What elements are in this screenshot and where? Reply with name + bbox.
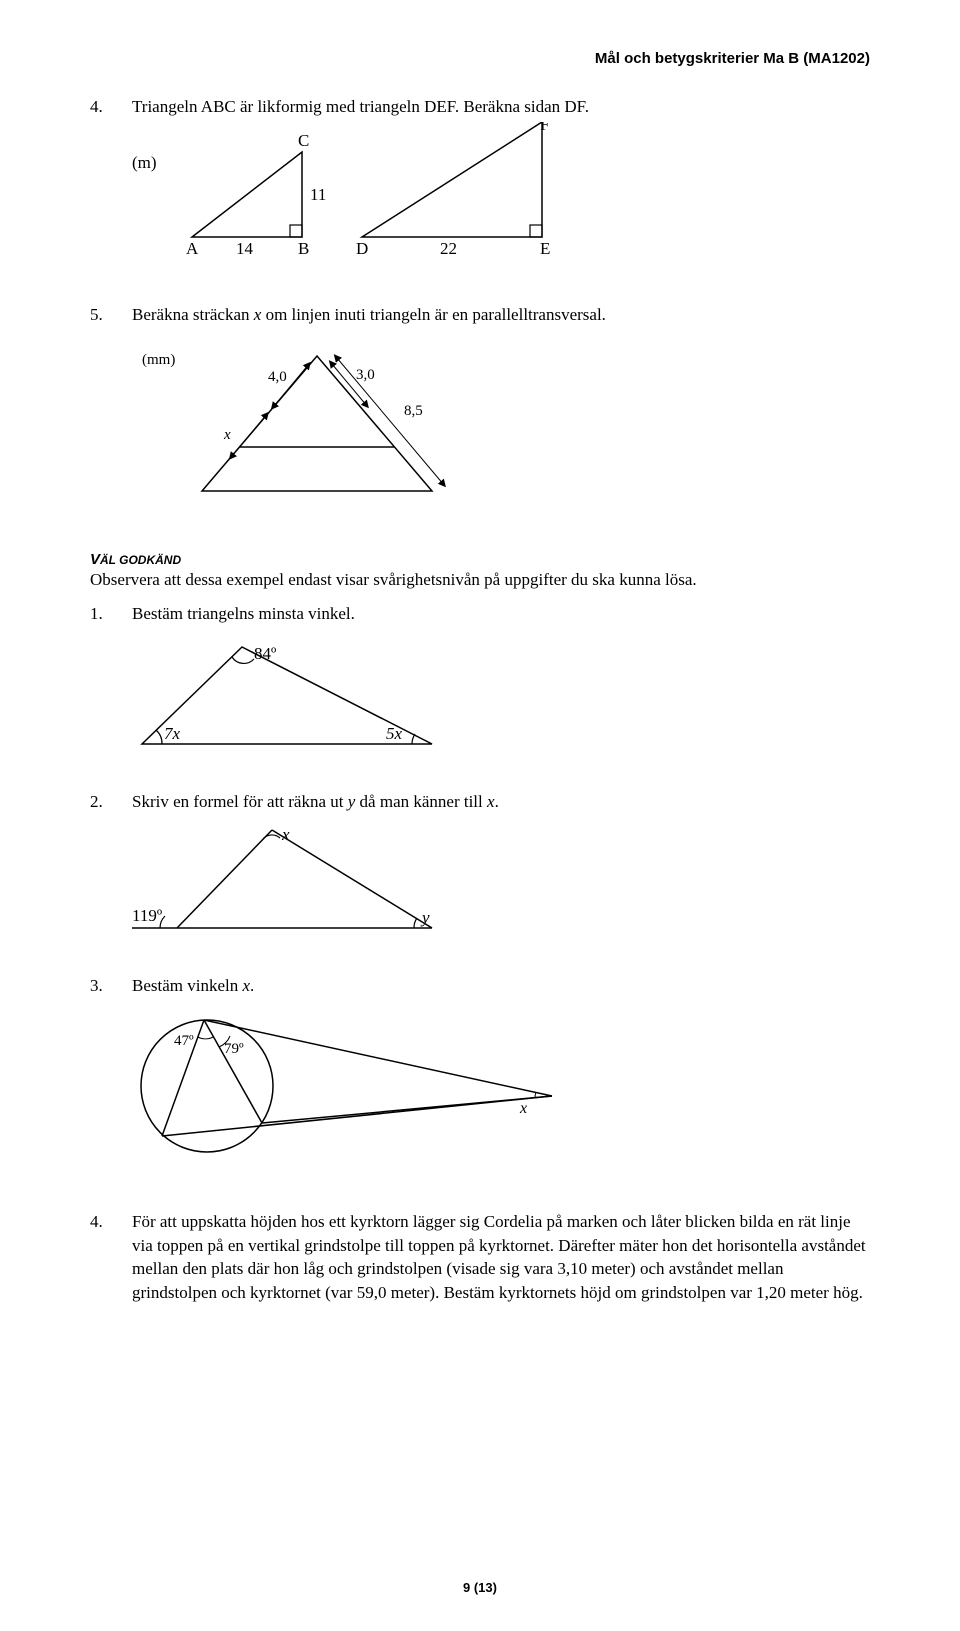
label-unit-m: (m) (132, 153, 157, 172)
vq1-left: 7x (164, 724, 181, 743)
question-4: 4. Triangeln ABC är likformig med triang… (90, 95, 870, 118)
q5-text: Beräkna sträckan x om linjen inuti trian… (132, 303, 870, 326)
q5-outer-triangle (202, 356, 432, 491)
vq1-text: Bestäm triangelns minsta vinkel. (132, 602, 870, 625)
label-A: A (186, 239, 199, 258)
page-footer: 9 (13) (0, 1580, 960, 1595)
vg-question-2: 2. Skriv en formel för att räkna ut y då… (90, 790, 870, 813)
vq1-top: 84º (254, 644, 276, 663)
triangle-def: D E F 22 (356, 122, 550, 258)
vq2-number: 2. (90, 790, 132, 813)
q5-text-b: om linjen inuti triangeln är en parallel… (261, 305, 606, 324)
label-BC: 11 (310, 185, 326, 204)
vq4-number: 4. (90, 1210, 132, 1233)
q4-figure: A B C 14 11 (m) D E F 22 (132, 122, 870, 277)
vq2-right: y (420, 908, 430, 927)
vq3-a: 47º (174, 1033, 194, 1049)
page: Mål och betygskriterier Ma B (MA1202) 4.… (0, 0, 960, 1631)
vq4-text: För att uppskatta höjden hos ett kyrktor… (132, 1210, 870, 1304)
label-E: E (540, 239, 550, 258)
q5-left-outer: 4,0 (268, 369, 287, 385)
vq1-right: 5x (386, 724, 403, 743)
q4-text: Triangeln ABC är likformig med triangeln… (132, 95, 870, 118)
label-DE: 22 (440, 239, 457, 258)
vq2-text: Skriv en formel för att räkna ut y då ma… (132, 790, 870, 813)
vq3-b: 79º (224, 1041, 244, 1057)
question-5: 5. Beräkna sträckan x om linjen inuti tr… (90, 303, 870, 326)
q5-text-a: Beräkna sträckan (132, 305, 254, 324)
label-C: C (298, 131, 309, 150)
vq3-x: x (519, 1100, 527, 1117)
section-head-rest: ÄL GODKÄND (100, 553, 181, 567)
label-B: B (298, 239, 309, 258)
vq3-text: Bestäm vinkeln x. (132, 974, 870, 997)
vg-question-4: 4. För att uppskatta höjden hos ett kyrk… (90, 1210, 870, 1304)
vq3-figure: 47º 79º x (132, 1001, 870, 1176)
q5-unit: (mm) (142, 352, 175, 368)
q5-x: x (223, 427, 231, 443)
section-head-v: V (90, 551, 100, 568)
section-subtext: Observera att dessa exempel endast visar… (90, 570, 870, 590)
triangle-abc: A B C 14 11 (m) (132, 131, 326, 258)
vq2-figure: x 119º y (132, 818, 870, 948)
vq1-figure: 84º 7x 5x (132, 629, 870, 764)
vq2-left: 119º (132, 906, 162, 925)
q4-number: 4. (90, 95, 132, 118)
section-heading: VÄL GODKÄND (90, 551, 870, 568)
vq1-number: 1. (90, 602, 132, 625)
q5-right-total: 8,5 (404, 403, 423, 419)
q5-figure: (mm) x 4,0 3,0 8,5 (132, 331, 870, 511)
page-header: Mål och betygskriterier Ma B (MA1202) (90, 50, 870, 67)
vq3-number: 3. (90, 974, 132, 997)
vq2-top: x (281, 825, 290, 844)
label-AB: 14 (236, 239, 254, 258)
q5-right-upper: 3,0 (356, 367, 375, 383)
q5-number: 5. (90, 303, 132, 326)
vg-question-1: 1. Bestäm triangelns minsta vinkel. (90, 602, 870, 625)
label-D: D (356, 239, 368, 258)
vg-question-3: 3. Bestäm vinkeln x. (90, 974, 870, 997)
label-F: F (540, 122, 549, 134)
